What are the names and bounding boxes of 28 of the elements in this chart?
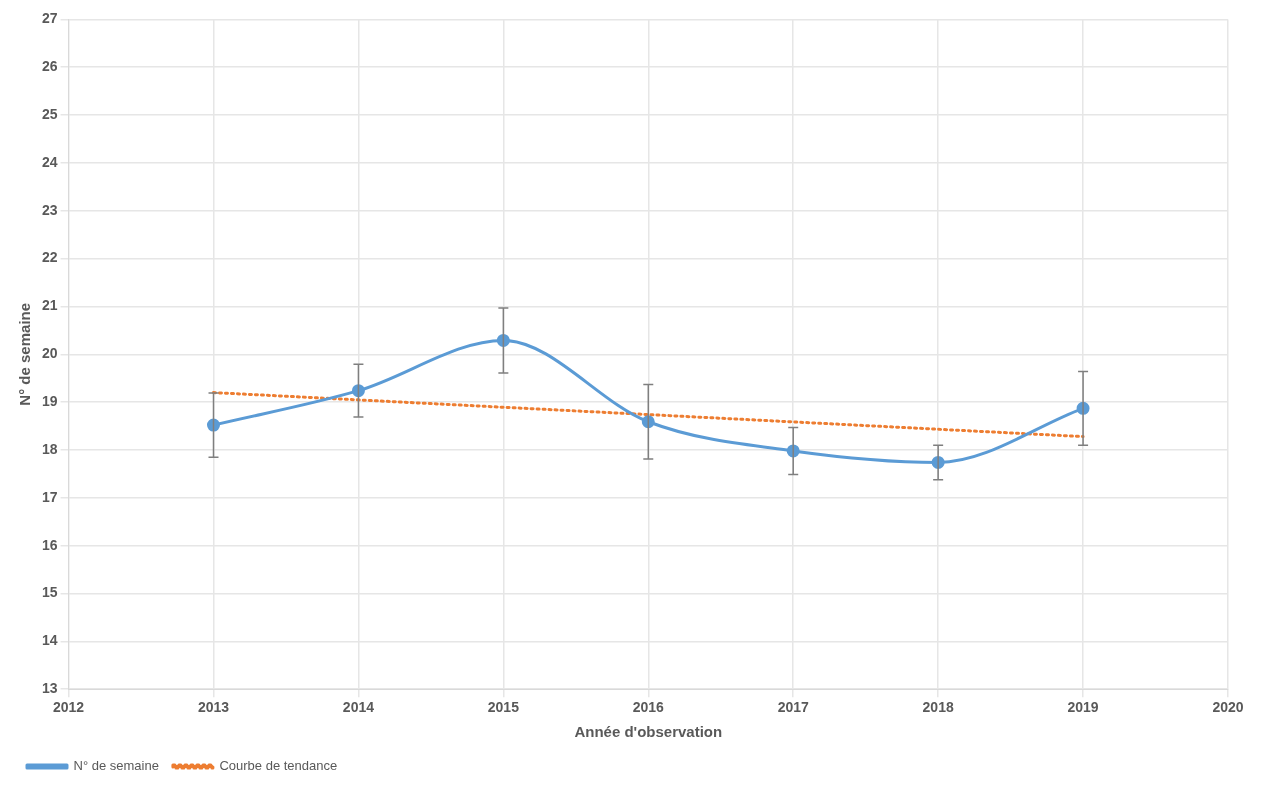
y-tick-label: 21 [41,297,58,314]
y-tick-label: 16 [41,536,58,553]
x-tick-label: 2012 [52,699,85,716]
y-tick-label: 17 [41,488,58,505]
x-tick-label: 2020 [1212,699,1244,716]
y-tick-label: 20 [41,345,58,362]
y-tick-label: 23 [41,201,58,218]
y-tick-label: 14 [41,632,58,649]
y-tick-label: 13 [41,680,58,697]
legend-label: Courbe de tendance [219,758,338,774]
y-tick-label: 15 [41,584,58,601]
x-tick-label: 2013 [197,699,230,716]
y-tick-label: 18 [41,440,58,457]
x-tick-label: 2016 [632,699,665,716]
legend-label: N° de semaine [73,758,159,774]
y-tick-label: 22 [41,249,58,266]
x-tick-label: 2018 [922,699,954,716]
y-tick-label: 27 [41,10,58,27]
y-tick-label: 25 [41,105,58,122]
x-axis-title: Année d'observation [574,723,723,741]
x-tick-label: 2015 [487,699,520,716]
x-tick-label: 2014 [342,699,375,716]
y-tick-label: 24 [41,153,58,170]
x-tick-label: 2019 [1067,699,1099,716]
y-tick-label: 26 [41,58,58,75]
x-tick-label: 2017 [777,699,809,716]
y-axis-title: N° de semaine [16,302,34,406]
y-tick-label: 19 [41,393,58,409]
